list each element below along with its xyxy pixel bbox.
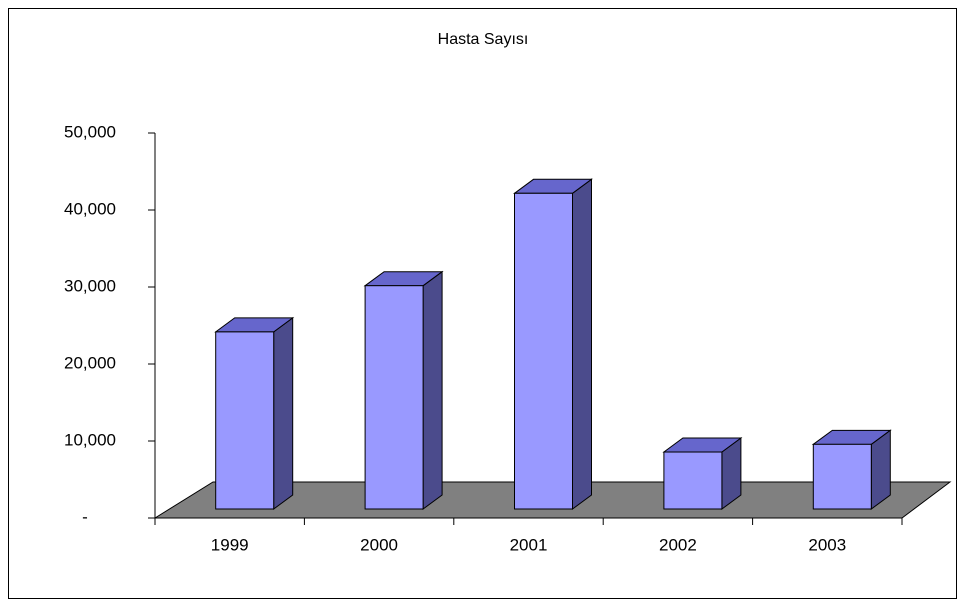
bar (215, 331, 275, 510)
bar-side (273, 316, 294, 510)
y-tick-label: 10,000 (64, 430, 116, 449)
y-tick-label: 50,000 (64, 122, 116, 141)
x-tick-label: 2001 (510, 535, 548, 554)
y-tick-label: 40,000 (64, 199, 116, 218)
x-tick-label: 2002 (659, 535, 697, 554)
x-tick-label: 2003 (808, 535, 846, 554)
bar (812, 443, 872, 510)
y-tick-label: 20,000 (64, 353, 116, 372)
y-tick-label: 30,000 (64, 276, 116, 295)
bar-side (422, 270, 443, 510)
bar (514, 192, 573, 510)
bar (364, 285, 424, 510)
x-tick-label: 2000 (360, 535, 398, 554)
bar (663, 451, 723, 510)
x-tick-label: 1999 (211, 535, 249, 554)
chart-title: Hasta Sayısı (438, 31, 529, 48)
y-tick-label: - (82, 507, 88, 526)
bar-side (572, 178, 592, 510)
